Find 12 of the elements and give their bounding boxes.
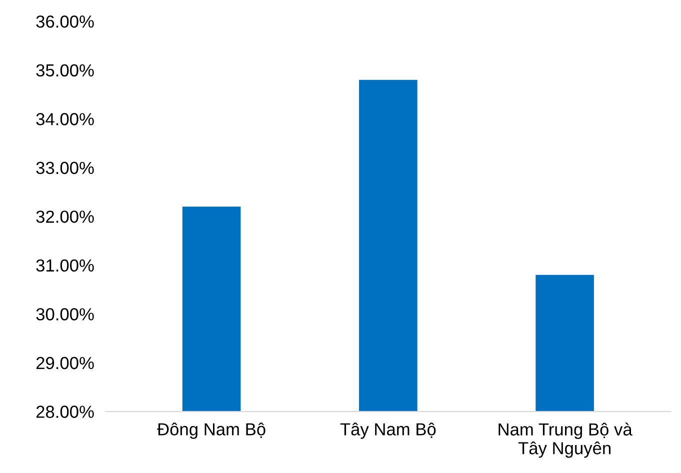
y-tick-label: 33.00%	[36, 162, 94, 174]
x-tick-label: Nam Trung Bộ và Tây Nguyên	[498, 422, 632, 458]
y-tick-label: 31.00%	[36, 259, 94, 272]
y-tick-label: 30.00%	[36, 308, 94, 320]
y-tick-label: 32.00%	[36, 210, 94, 223]
x-tick-label: Đông Nam Bộ	[157, 422, 266, 439]
y-tick-label: 28.00%	[36, 406, 94, 418]
y-tick-label: 29.00%	[36, 356, 94, 370]
y-tick-label: 36.00%	[36, 15, 94, 28]
x-tick-label: Tây Nam Bộ	[340, 422, 436, 439]
y-tick-label: 35.00%	[36, 64, 94, 77]
y-tick-label: 34.00%	[36, 113, 94, 126]
